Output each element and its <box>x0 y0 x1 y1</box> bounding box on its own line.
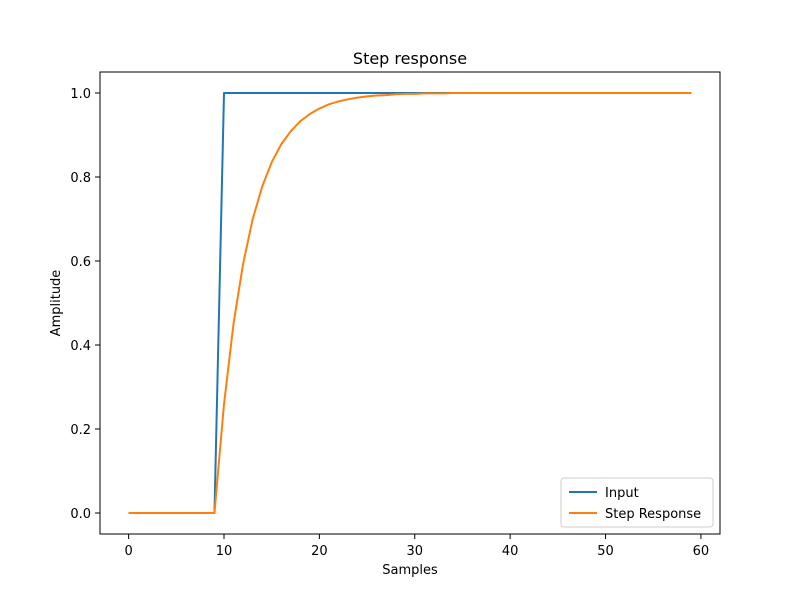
y-tick-label: 0.6 <box>70 255 91 270</box>
y-axis-label: Amplitude <box>49 270 64 337</box>
y-tick-label: 0.4 <box>70 339 91 354</box>
y-axis: 0.0 0.2 0.4 0.6 0.8 1.0 <box>70 87 100 522</box>
legend: Input Step Response <box>560 477 714 528</box>
y-tick-label: 0.2 <box>70 423 91 438</box>
x-tick-label: 0 <box>124 544 132 559</box>
x-tick-label: 30 <box>406 544 423 559</box>
x-tick-label: 10 <box>216 544 233 559</box>
x-axis: 0 10 20 30 40 50 60 <box>124 534 709 559</box>
series-layer <box>128 92 692 514</box>
x-tick-label: 50 <box>597 544 614 559</box>
plot-frame <box>99 71 721 535</box>
legend-box <box>560 477 714 528</box>
chart-title: Step response <box>353 49 467 68</box>
x-tick-label: 20 <box>311 544 328 559</box>
legend-label-0: Input <box>605 486 639 501</box>
series-line-1 <box>128 92 692 514</box>
y-tick-label: 0.0 <box>70 507 91 522</box>
y-tick-label: 0.8 <box>70 171 91 186</box>
x-tick-label: 60 <box>693 544 710 559</box>
legend-label-1: Step Response <box>605 507 701 522</box>
x-tick-label: 40 <box>502 544 519 559</box>
x-axis-label: Samples <box>382 563 438 578</box>
y-tick-label: 1.0 <box>70 87 91 102</box>
